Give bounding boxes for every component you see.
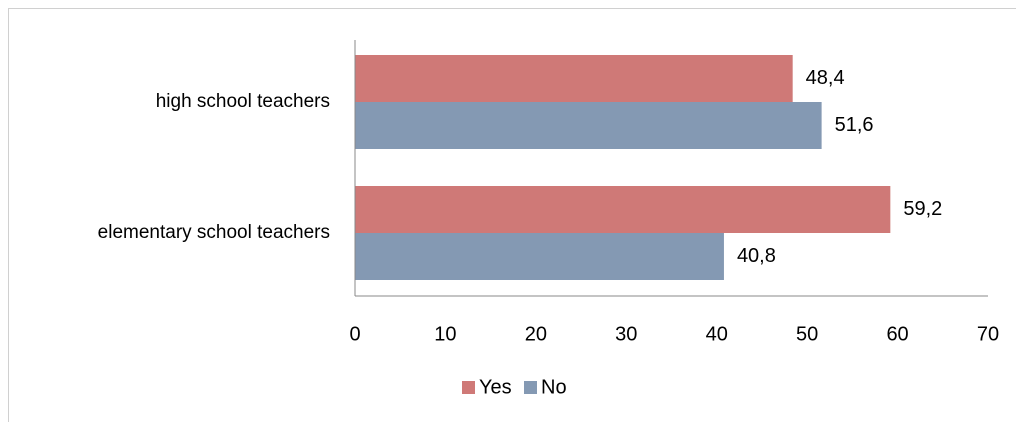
x-tick-label-20: 20 bbox=[525, 323, 547, 345]
bar-no-elementary-school-teachers bbox=[355, 233, 724, 280]
bar-yes-high-school-teachers bbox=[355, 55, 793, 102]
chart-frame bbox=[8, 8, 1016, 422]
bars bbox=[355, 55, 891, 280]
category-label-elementary-school-teachers: elementary school teachers bbox=[98, 222, 330, 243]
legend-swatch-no bbox=[524, 381, 537, 394]
category-labels: high school teachers elementary school te… bbox=[98, 91, 330, 243]
x-tick-label-60: 60 bbox=[886, 323, 908, 345]
bar-yes-elementary-school-teachers bbox=[355, 186, 891, 233]
legend-label-no: No bbox=[541, 376, 567, 398]
data-label-no-high-school-teachers: 51,6 bbox=[835, 114, 874, 136]
bar-no-high-school-teachers bbox=[355, 102, 822, 149]
category-label-high-school-teachers: high school teachers bbox=[156, 91, 330, 112]
legend-label-yes: Yes bbox=[479, 376, 512, 398]
legend: Yes No bbox=[462, 376, 567, 398]
x-tick-label-70: 70 bbox=[977, 323, 999, 345]
data-label-yes-high-school-teachers: 48,4 bbox=[806, 67, 845, 89]
legend-swatch-yes bbox=[462, 381, 475, 394]
x-axis-ticks: 0 10 20 30 40 50 60 70 bbox=[349, 323, 999, 345]
data-label-yes-elementary-school-teachers: 59,2 bbox=[903, 198, 942, 220]
x-tick-label-10: 10 bbox=[434, 323, 456, 345]
x-tick-label-40: 40 bbox=[706, 323, 728, 345]
x-tick-label-50: 50 bbox=[796, 323, 818, 345]
value-labels: 48,4 51,6 59,2 40,8 bbox=[737, 67, 942, 267]
data-label-no-elementary-school-teachers: 40,8 bbox=[737, 245, 776, 267]
x-tick-label-30: 30 bbox=[615, 323, 637, 345]
x-tick-label-0: 0 bbox=[349, 323, 360, 345]
